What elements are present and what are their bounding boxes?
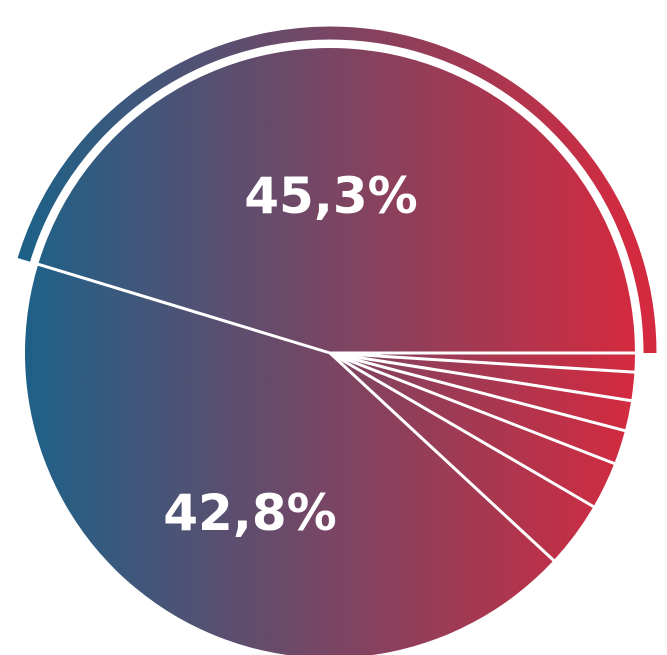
slice-separator-4 xyxy=(329,351,596,509)
slice-separator-7 xyxy=(329,351,634,403)
slice-separator-3 xyxy=(328,351,557,563)
slice-separator-6 xyxy=(329,351,628,433)
highlight-arc xyxy=(17,26,657,354)
pie-slice-1 xyxy=(38,48,636,353)
pie-slice-4 xyxy=(330,353,615,507)
slice-separator-5 xyxy=(329,351,617,466)
pie-slice-2 xyxy=(25,264,554,655)
slice-label-1: 45,3% xyxy=(244,167,417,225)
pie-slice-3 xyxy=(330,353,594,561)
slice-separator-8 xyxy=(329,351,637,374)
slice-label-2: 42,8% xyxy=(163,484,336,542)
slice-separator-2 xyxy=(35,262,331,355)
